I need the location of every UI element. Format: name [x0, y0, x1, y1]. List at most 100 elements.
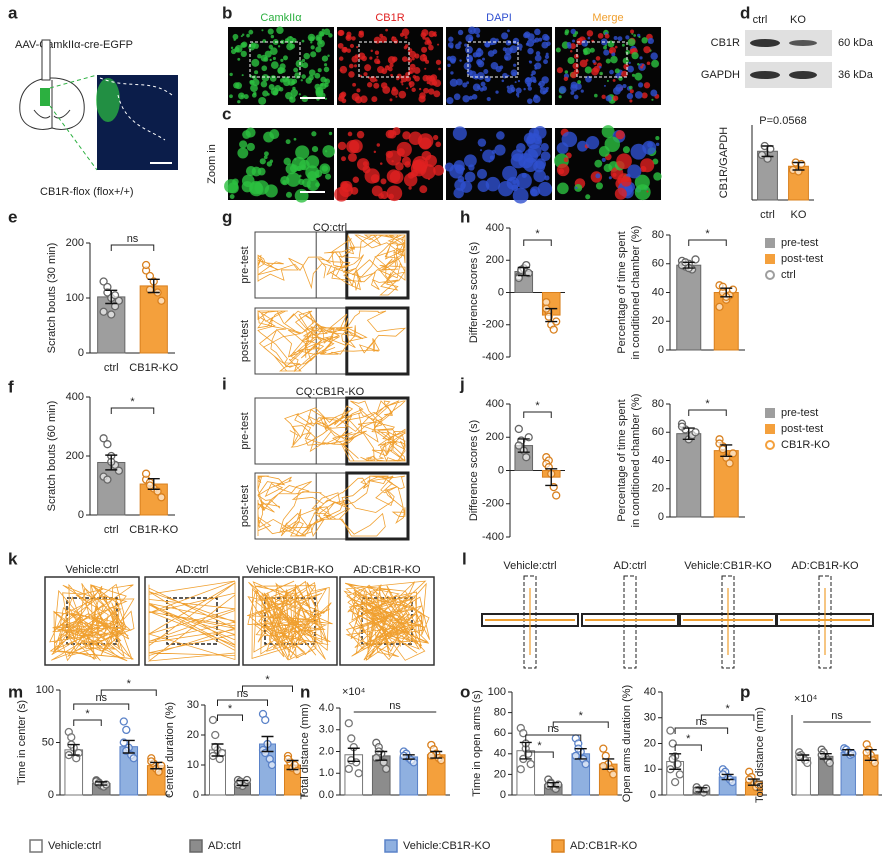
data-point: [145, 481, 155, 490]
cell: [424, 154, 437, 167]
error-bar: [695, 787, 708, 793]
channel-label: CB1R: [375, 12, 404, 24]
roi-box: [358, 41, 410, 78]
cell: [539, 85, 543, 89]
cell: [268, 44, 274, 50]
group-label: AD:CB1R-KO: [353, 564, 421, 576]
data-point: [549, 325, 558, 334]
cell: [449, 45, 454, 49]
panel-letter: i: [222, 374, 227, 393]
cell: [447, 63, 451, 68]
error-bar: [602, 758, 615, 770]
cell: [269, 75, 277, 82]
cell: [347, 131, 353, 137]
y-tick-label: 200: [66, 237, 84, 249]
cell: [564, 31, 569, 36]
track-title: CQ:ctrl: [313, 222, 347, 234]
panel-letter: m: [8, 682, 23, 701]
cell: [609, 49, 613, 54]
cell: [237, 147, 249, 159]
cell: [455, 78, 463, 86]
y-tick-label: -400: [482, 531, 504, 543]
cell: [612, 86, 621, 95]
error-bar: [842, 748, 855, 756]
data-point: [728, 285, 738, 294]
panel-letter: e: [8, 207, 17, 226]
cell: [606, 79, 609, 82]
band: [789, 40, 817, 46]
cell: [277, 67, 284, 75]
cell: [556, 163, 570, 177]
cell: [391, 159, 394, 163]
cell: [240, 42, 247, 48]
channel-label: CamkIIα: [260, 12, 302, 24]
panel-letter: f: [8, 377, 14, 396]
cell: [570, 90, 575, 95]
cell: [611, 52, 616, 57]
y-tick-label: 60: [494, 727, 506, 739]
track: [257, 234, 406, 296]
y-tick-label: 0: [498, 464, 504, 476]
cell: [358, 52, 366, 60]
significance-bracket: [73, 703, 130, 710]
error-bar: [67, 743, 80, 756]
cell: [601, 125, 615, 139]
error-bar: [819, 752, 832, 760]
cell: [385, 150, 394, 159]
cell: [455, 43, 461, 50]
cell: [411, 87, 416, 93]
cell: [531, 70, 536, 76]
cell: [459, 59, 462, 62]
cell: [638, 35, 641, 39]
cell: [469, 70, 477, 78]
cell: [444, 162, 454, 172]
cell: [232, 33, 239, 40]
cell: [366, 82, 373, 88]
cell: [546, 41, 551, 47]
cell: [487, 50, 495, 57]
data-point: [122, 725, 131, 735]
cell: [515, 87, 522, 94]
cell: [290, 89, 298, 97]
cell: [643, 82, 651, 89]
cell: [239, 140, 248, 149]
y-axis-label: Time in open arms (s): [471, 690, 483, 797]
closed-arm: [523, 575, 537, 669]
cell: [311, 145, 319, 153]
cell: [494, 144, 506, 156]
cell: [476, 168, 488, 180]
significance-bracket: [700, 714, 755, 721]
cell: [595, 173, 601, 179]
cell: [558, 95, 562, 99]
egfp-region: [96, 78, 120, 122]
data-point: [347, 734, 356, 743]
cell: [402, 131, 411, 140]
legend-label: Vehicle:ctrl: [48, 840, 101, 852]
error-bar: [720, 287, 733, 298]
data-point: [110, 302, 120, 311]
cell: [229, 72, 233, 77]
cell: [454, 179, 466, 191]
cell: [242, 130, 251, 139]
error-bar: [211, 743, 224, 757]
cell: [637, 82, 644, 88]
cell: [241, 74, 244, 77]
cell: [387, 56, 396, 64]
data-point: [129, 754, 138, 763]
x-tick-label: KO: [791, 209, 807, 221]
cell: [422, 74, 429, 82]
legend-label: post-test: [781, 253, 823, 265]
cell: [512, 179, 517, 185]
cell: [477, 180, 490, 193]
cell: [655, 142, 660, 147]
cell: [464, 171, 476, 183]
cell: [428, 44, 434, 51]
cell: [292, 86, 296, 91]
cell: [354, 96, 363, 104]
cell: [603, 49, 610, 56]
cell: [651, 59, 660, 68]
significance-bracket: [242, 685, 293, 692]
legend-label: Vehicle:CB1R-KO: [403, 840, 491, 852]
significance-label: *: [535, 228, 540, 240]
